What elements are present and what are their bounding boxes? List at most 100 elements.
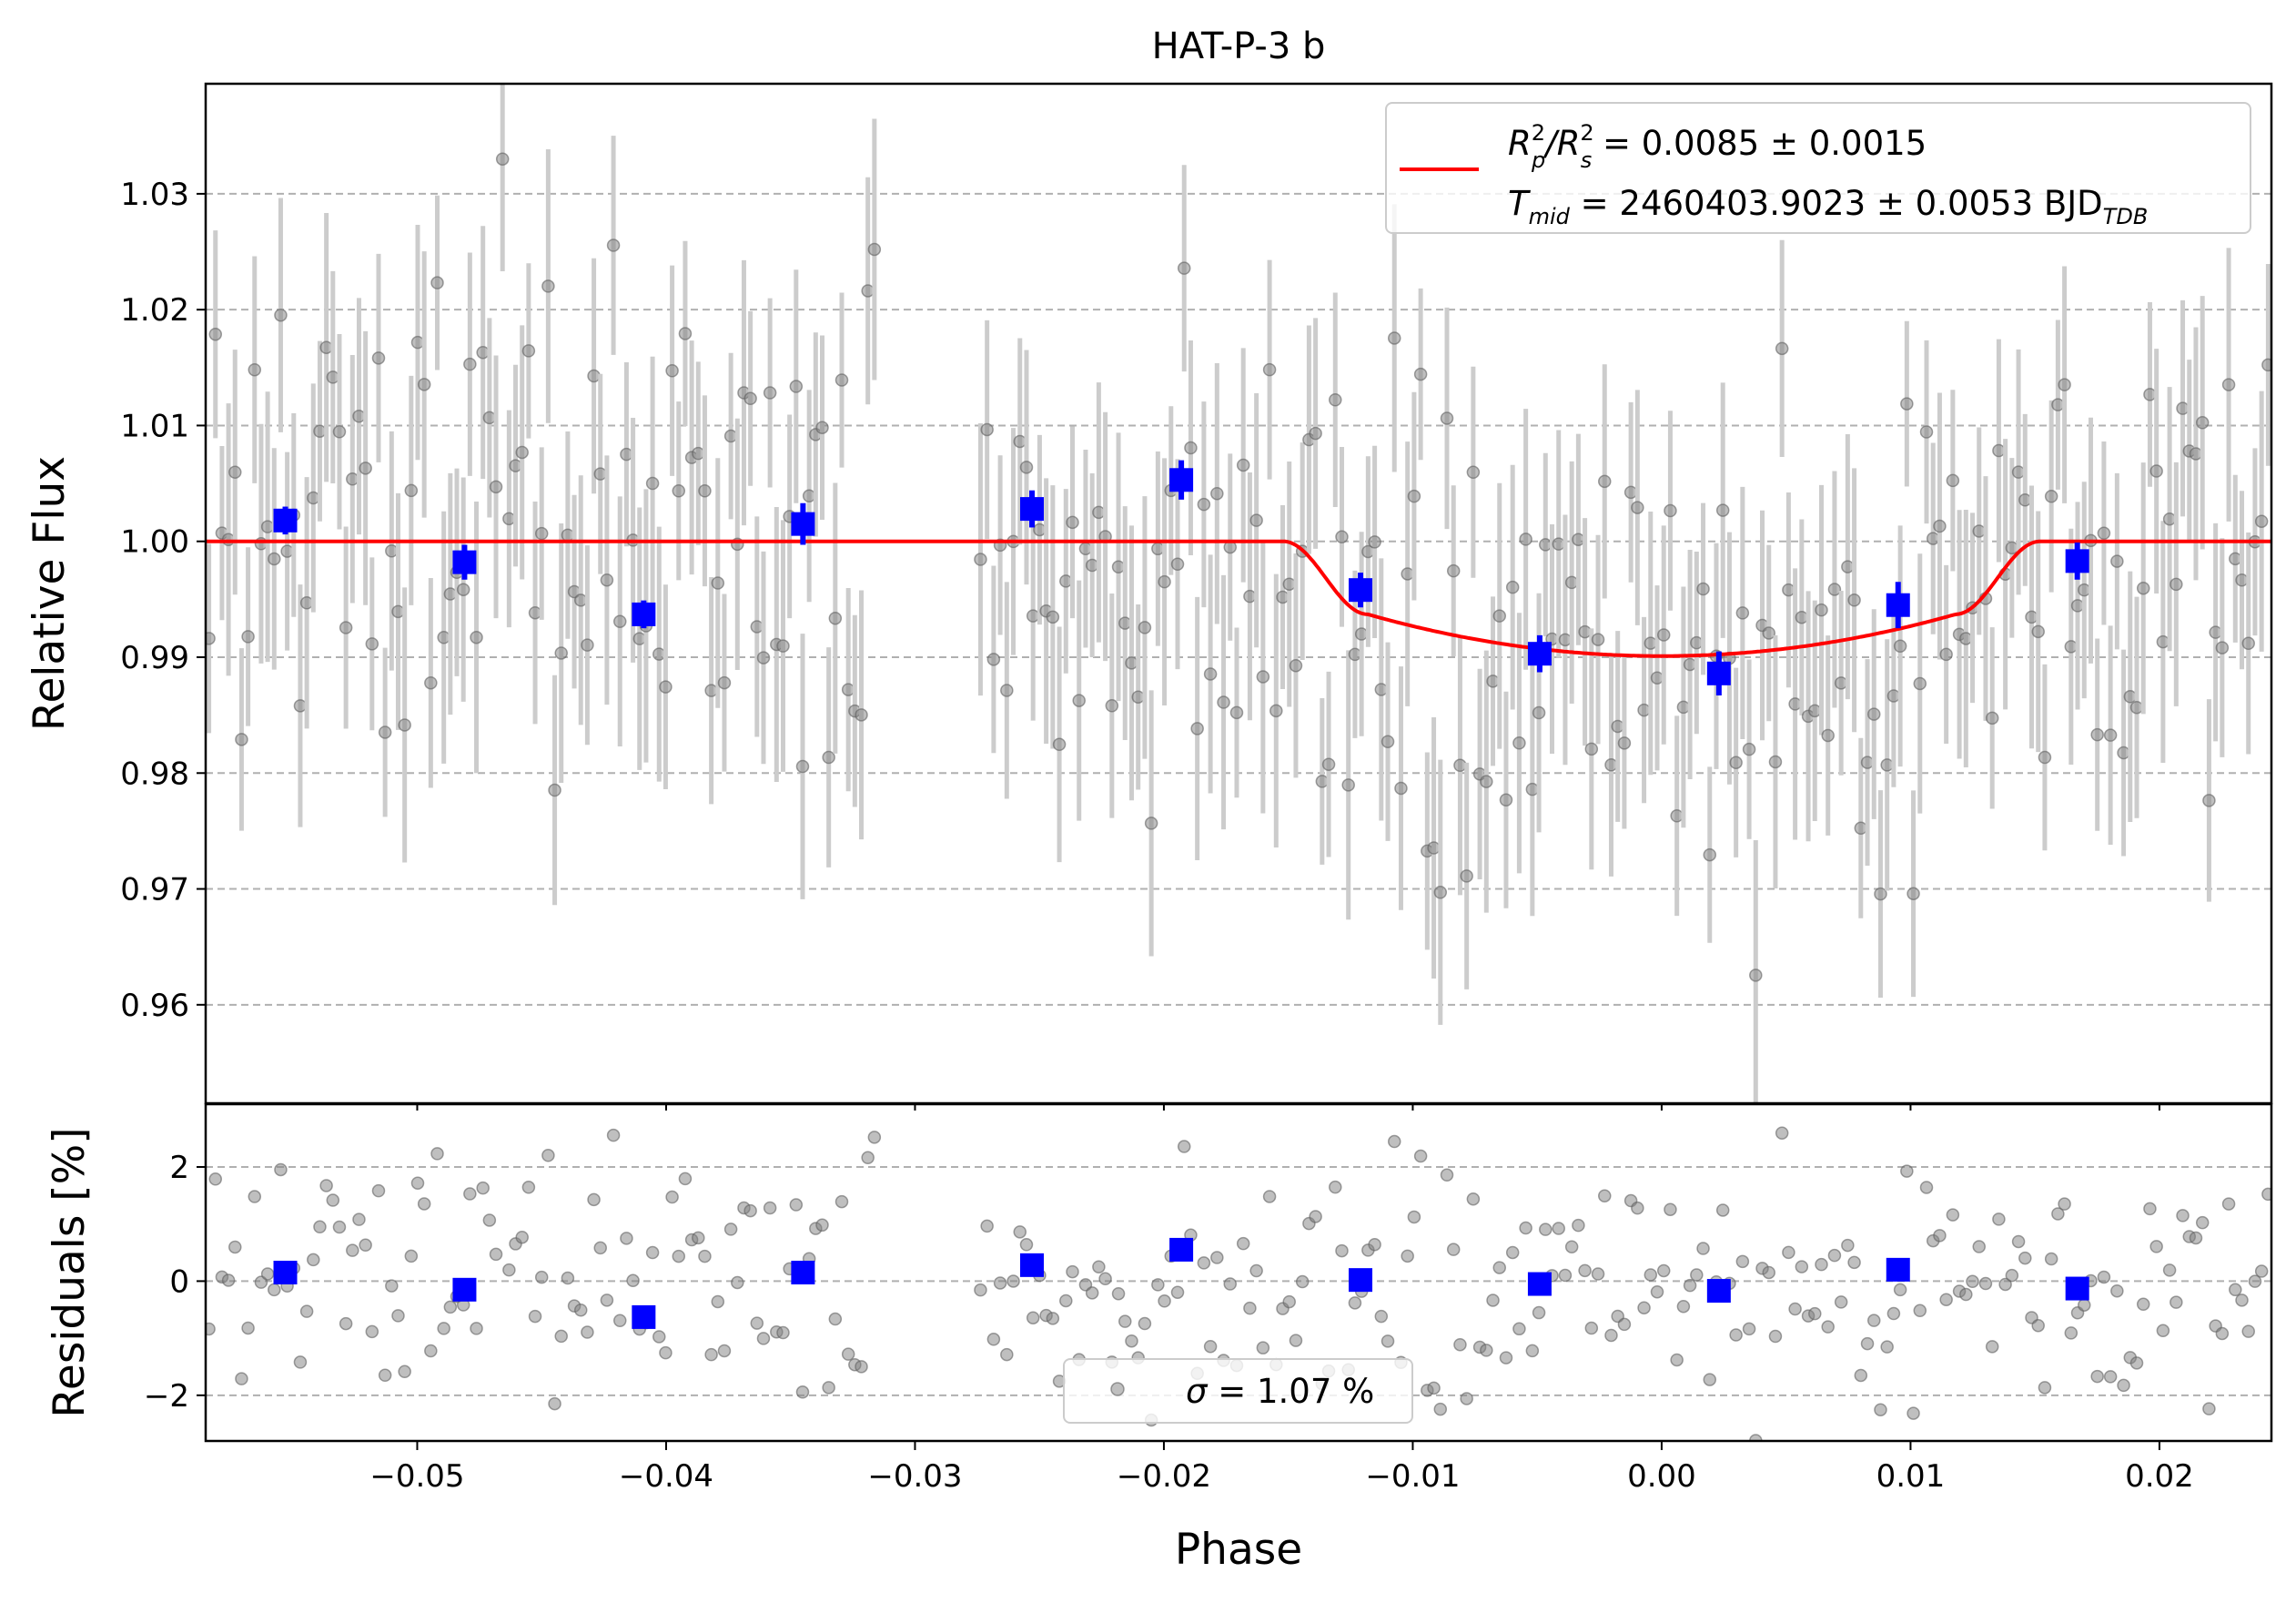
raw-residual-point bbox=[743, 1203, 757, 1218]
raw-residual-point bbox=[339, 1316, 353, 1331]
raw-point bbox=[1795, 610, 1809, 624]
raw-residual-point bbox=[2156, 1324, 2170, 1338]
raw-residual-point bbox=[2110, 1283, 2124, 1298]
raw-point bbox=[534, 526, 549, 541]
raw-residual-point bbox=[1519, 1221, 1532, 1235]
raw-point bbox=[1170, 557, 1185, 572]
x-ticks: −0.05 −0.04 −0.03 −0.02 −0.01 0.00 0.01 0.02 bbox=[369, 1441, 2194, 1495]
raw-residual-point bbox=[1329, 1180, 1342, 1194]
raw-point bbox=[326, 370, 340, 384]
raw-point bbox=[509, 459, 522, 472]
raw-residual-point bbox=[260, 1267, 275, 1281]
raw-point bbox=[1866, 707, 1881, 721]
raw-point bbox=[206, 632, 216, 645]
raw-point bbox=[632, 632, 647, 645]
raw-point bbox=[612, 614, 627, 628]
raw-residual-point bbox=[1690, 1268, 1704, 1282]
binned-residual-point bbox=[273, 1261, 298, 1284]
raw-point bbox=[1486, 675, 1500, 688]
raw-residual-point bbox=[1453, 1337, 1467, 1352]
raw-point bbox=[1683, 657, 1697, 672]
raw-point bbox=[2090, 727, 2104, 742]
raw-point bbox=[437, 631, 450, 644]
raw-point bbox=[1623, 485, 1638, 500]
y-tick-label: 1.02 bbox=[120, 292, 189, 329]
raw-point bbox=[1512, 736, 1526, 750]
raw-residual-point bbox=[1111, 1286, 1126, 1301]
raw-point bbox=[2110, 554, 2124, 568]
raw-point bbox=[1446, 563, 1461, 578]
raw-residual-point bbox=[437, 1322, 450, 1335]
raw-residual-point bbox=[1249, 1263, 1263, 1278]
raw-residual-point bbox=[717, 1344, 732, 1358]
raw-residual-point bbox=[1650, 1284, 1664, 1299]
raw-point bbox=[1203, 667, 1218, 681]
raw-residual-point bbox=[235, 1372, 248, 1385]
x-tick-label: −0.04 bbox=[619, 1458, 713, 1495]
raw-residual-point bbox=[1223, 1277, 1238, 1291]
raw-point bbox=[1335, 530, 1349, 544]
raw-point bbox=[1715, 503, 1730, 517]
raw-residual-point bbox=[1466, 1192, 1481, 1206]
raw-point bbox=[834, 373, 849, 387]
raw-point bbox=[1282, 577, 1296, 591]
raw-residual-point bbox=[993, 1276, 1007, 1290]
raw-point bbox=[1354, 627, 1369, 641]
raw-residual-point bbox=[1762, 1265, 1775, 1280]
raw-point bbox=[1105, 699, 1119, 713]
raw-point bbox=[1821, 728, 1835, 743]
raw-residual-point bbox=[307, 1253, 320, 1267]
raw-point bbox=[1847, 594, 1861, 607]
raw-residual-point bbox=[2129, 1356, 2144, 1370]
raw-point bbox=[1532, 705, 1546, 720]
raw-point bbox=[665, 364, 679, 378]
raw-residual-point bbox=[1532, 1305, 1546, 1320]
raw-point bbox=[1860, 756, 1875, 769]
raw-point bbox=[2195, 416, 2210, 430]
raw-residual-point bbox=[332, 1220, 347, 1234]
raw-point bbox=[1368, 535, 1381, 549]
raw-residual-point bbox=[1256, 1341, 1270, 1354]
y-tick-label: 2 bbox=[169, 1150, 189, 1186]
raw-residual-point bbox=[1933, 1229, 1947, 1243]
x-tick-label: −0.05 bbox=[369, 1458, 464, 1495]
raw-point bbox=[1598, 474, 1612, 489]
raw-residual-point bbox=[600, 1294, 614, 1307]
raw-point bbox=[228, 465, 242, 479]
raw-residual-point bbox=[593, 1241, 607, 1255]
raw-residual-point bbox=[659, 1345, 673, 1360]
raw-point bbox=[776, 639, 790, 653]
raw-residual-point bbox=[1834, 1295, 1848, 1309]
raw-point bbox=[1552, 537, 1565, 551]
raw-residual-point bbox=[1827, 1248, 1842, 1263]
raw-residual-point bbox=[541, 1149, 555, 1162]
raw-residual-point bbox=[365, 1324, 379, 1339]
raw-point bbox=[1019, 461, 1034, 474]
binned-point bbox=[632, 602, 656, 626]
raw-residual-point bbox=[704, 1347, 718, 1362]
raw-residual-point bbox=[2136, 1297, 2150, 1312]
raw-residual-point bbox=[1874, 1403, 1887, 1416]
raw-point bbox=[1762, 626, 1775, 640]
raw-residual-point bbox=[2149, 1240, 2163, 1253]
raw-residual-point bbox=[1539, 1223, 1553, 1236]
raw-point bbox=[2202, 794, 2216, 807]
raw-residual-point bbox=[2097, 1270, 2111, 1284]
raw-point bbox=[573, 594, 588, 607]
raw-point bbox=[1505, 580, 1520, 594]
raw-point bbox=[1591, 633, 1605, 646]
legend-top: R2 p/R2 s = 0.0085 ± 0.0015 Tmid = 2460403… bbox=[1385, 102, 2251, 234]
raw-residual-point bbox=[750, 1316, 764, 1330]
raw-residual-point bbox=[2235, 1294, 2249, 1307]
binned-residual-point bbox=[791, 1261, 815, 1284]
raw-point bbox=[1775, 341, 1789, 356]
raw-point bbox=[2025, 610, 2038, 624]
raw-point bbox=[974, 553, 987, 566]
raw-residual-point bbox=[1598, 1189, 1612, 1202]
raw-residual-point bbox=[1282, 1294, 1296, 1309]
raw-point bbox=[743, 391, 757, 406]
raw-point bbox=[1046, 610, 1060, 624]
raw-residual-point bbox=[417, 1197, 431, 1211]
raw-residual-point bbox=[980, 1219, 994, 1233]
raw-point bbox=[678, 327, 693, 340]
